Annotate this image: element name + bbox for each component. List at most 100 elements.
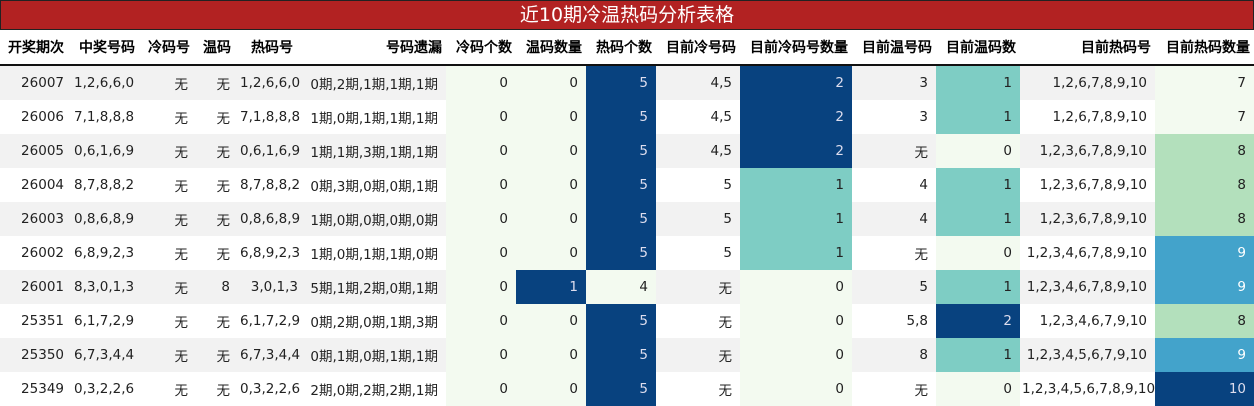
table-cell: 5: [852, 270, 936, 304]
table-cell: 0: [516, 304, 586, 338]
table-cell: 4,5: [656, 134, 740, 168]
table-cell: 无: [196, 338, 238, 372]
table-cell: 无: [196, 168, 238, 202]
column-header[interactable]: 冷码个数: [446, 30, 516, 66]
table-cell: 无: [142, 100, 196, 134]
table-cell: 7,1,8,8,8: [72, 100, 142, 134]
table-cell: 25349: [0, 372, 72, 406]
table-cell: 0期,2期,0期,1期,3期: [306, 304, 446, 338]
header-row: 开奖期次 中奖号码 冷码号 温码 热码号 号码遗漏 冷码个数 温码数量 热码个数 目前冷号码 目前冷…: [0, 30, 1254, 66]
table-cell: 0: [516, 236, 586, 270]
column-header[interactable]: 温码数量: [516, 30, 586, 66]
table-cell: 无: [196, 134, 238, 168]
table-cell: 7: [1155, 65, 1254, 100]
table-cell: 0: [516, 134, 586, 168]
table-cell: 0: [740, 338, 852, 372]
table-cell: 3: [852, 100, 936, 134]
table-row: 26003 0,8,6,8,9 无无 0,8,6,8,9 1期,0期,0期,0期,0期 0…: [0, 202, 1254, 236]
table-cell: 0: [936, 236, 1020, 270]
table-cell: 无: [656, 270, 740, 304]
table-cell: 无: [142, 304, 196, 338]
table-cell: 无: [196, 372, 238, 406]
table-cell: 0: [446, 270, 516, 304]
table-cell: 1,2,6,7,8,9,10: [1020, 65, 1155, 100]
table-title: 近10期冷温热码分析表格: [0, 0, 1254, 30]
table-cell: 4: [586, 270, 656, 304]
column-header[interactable]: 目前温号码: [852, 30, 936, 66]
table-cell: 26006: [0, 100, 72, 134]
table-cell: 1: [740, 202, 852, 236]
table-cell: 8: [1155, 168, 1254, 202]
table-cell: 1: [516, 270, 586, 304]
table-cell: 0: [516, 65, 586, 100]
table-cell: 0期,1期,0期,1期,1期: [306, 338, 446, 372]
table-cell: 2期,0期,2期,2期,1期: [306, 372, 446, 406]
table-row: 25349 0,3,2,2,6 无无 0,3,2,2,6 2期,0期,2期,2期,1期 0…: [0, 372, 1254, 406]
table-cell: 0: [446, 134, 516, 168]
table-cell: 0: [740, 270, 852, 304]
table-cell: 26007: [0, 65, 72, 100]
table-cell: 5: [586, 65, 656, 100]
table-cell: 0: [516, 100, 586, 134]
column-header[interactable]: 目前热码号: [1020, 30, 1155, 66]
column-header[interactable]: 目前温码数: [936, 30, 1020, 66]
table-cell: 无: [196, 202, 238, 236]
table-cell: 5: [656, 236, 740, 270]
table-cell: 1期,0期,0期,0期,0期: [306, 202, 446, 236]
table-cell: 8,7,8,8,2: [72, 168, 142, 202]
table-cell: 1: [936, 65, 1020, 100]
table-cell: 6,7,3,4,4: [238, 338, 306, 372]
table-cell: 1: [936, 100, 1020, 134]
table-cell: 4: [852, 168, 936, 202]
column-header[interactable]: 温码: [196, 30, 238, 66]
table-cell: 8: [852, 338, 936, 372]
table-cell: 0: [446, 65, 516, 100]
table-cell: 5: [656, 202, 740, 236]
table-cell: 1,2,3,6,7,8,9,10: [1020, 168, 1155, 202]
table-cell: 0: [516, 168, 586, 202]
column-header[interactable]: 目前冷号码: [656, 30, 740, 66]
column-header[interactable]: 号码遗漏: [306, 30, 446, 66]
table-cell: 26002: [0, 236, 72, 270]
table-cell: 6,8,9,2,3: [72, 236, 142, 270]
table-cell: 5: [586, 168, 656, 202]
table-cell: 26005: [0, 134, 72, 168]
table-cell: 8: [196, 270, 238, 304]
table-cell: 1: [936, 270, 1020, 304]
column-header[interactable]: 目前冷码号数量: [740, 30, 852, 66]
table-cell: 26001: [0, 270, 72, 304]
table-cell: 3: [852, 65, 936, 100]
table-cell: 1期,1期,3期,1期,1期: [306, 134, 446, 168]
column-header[interactable]: 中奖号码: [72, 30, 142, 66]
table-cell: 无: [656, 338, 740, 372]
table-cell: 0期,3期,0期,0期,1期: [306, 168, 446, 202]
table-cell: 0: [516, 338, 586, 372]
table-cell: 2: [740, 65, 852, 100]
table-cell: 2: [740, 134, 852, 168]
table-cell: 10: [1155, 372, 1254, 406]
table-cell: 无: [142, 270, 196, 304]
table-cell: 4,5: [656, 100, 740, 134]
column-header[interactable]: 目前热码数量: [1155, 30, 1254, 66]
table-cell: 无: [142, 338, 196, 372]
table-cell: 1,2,6,7,8,9,10: [1020, 100, 1155, 134]
table-cell: 2: [936, 304, 1020, 338]
table-cell: 无: [196, 65, 238, 100]
column-header[interactable]: 热码号: [238, 30, 306, 66]
table-cell: 无: [852, 134, 936, 168]
column-header[interactable]: 开奖期次: [0, 30, 72, 66]
table-cell: 8,3,0,1,3: [72, 270, 142, 304]
table-cell: 无: [656, 304, 740, 338]
table-cell: 1,2,6,6,0: [238, 65, 306, 100]
table-cell: 2: [740, 100, 852, 134]
table-cell: 25351: [0, 304, 72, 338]
column-header[interactable]: 热码个数: [586, 30, 656, 66]
table-cell: 6,8,9,2,3: [238, 236, 306, 270]
table-cell: 1,2,3,6,7,8,9,10: [1020, 134, 1155, 168]
table-cell: 1,2,3,6,7,8,9,10: [1020, 202, 1155, 236]
column-header[interactable]: 冷码号: [142, 30, 196, 66]
table-cell: 5: [656, 168, 740, 202]
table-cell: 0: [446, 372, 516, 406]
table-cell: 8,7,8,8,2: [238, 168, 306, 202]
